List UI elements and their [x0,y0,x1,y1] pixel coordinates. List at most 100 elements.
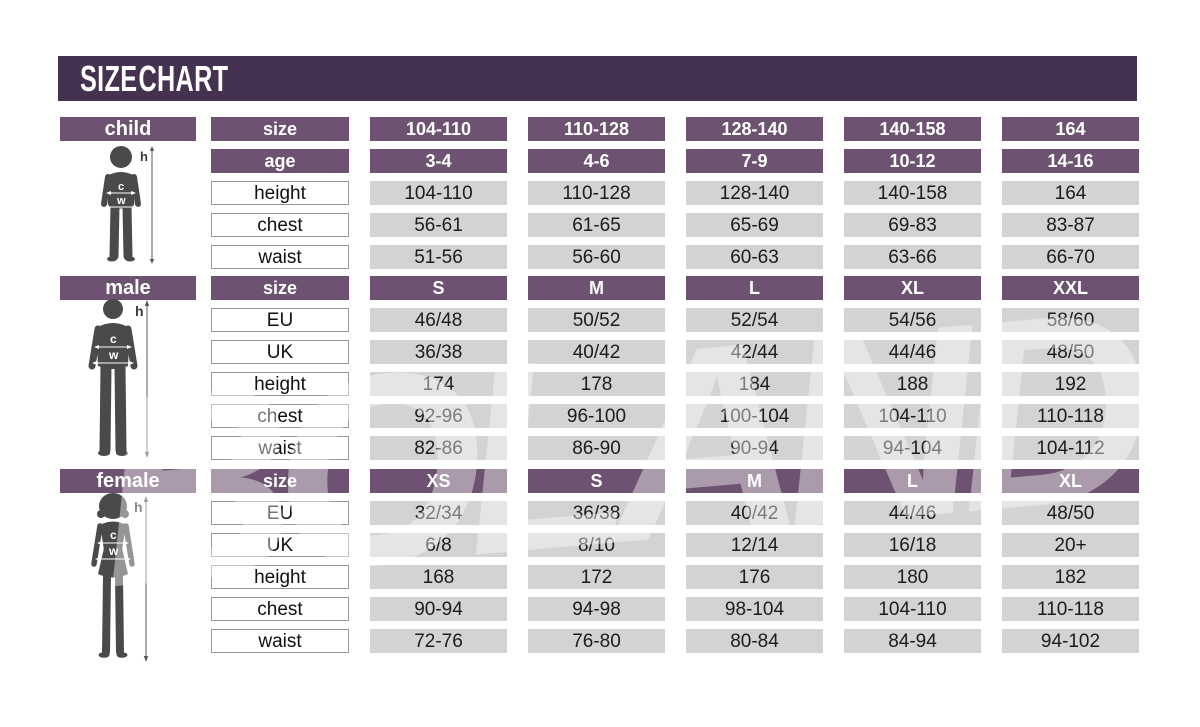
child-row-waist: waist 51-56 56-60 60-63 63-66 66-70 [211,245,1139,269]
table-cell: 50/52 [528,308,665,332]
row-label: height [211,181,349,205]
row-label: size [211,117,349,141]
table-cell: XXL [1002,276,1139,300]
table-cell: 192 [1002,372,1139,396]
table-cell: 80-84 [686,629,823,653]
table-cell: 48/50 [1002,340,1139,364]
child-row-chest: chest 56-61 61-65 65-69 69-83 83-87 [211,213,1139,237]
female-size-table: size XS S M L XL EU 32/34 36/38 40/42 44/46 48/50 UK… [211,469,1139,661]
table-cell: 44/46 [844,340,981,364]
table-cell: 104-112 [1002,436,1139,460]
table-cell: M [686,469,823,493]
table-cell: 61-65 [528,213,665,237]
row-label: EU [211,501,349,525]
child-figure-icon: h c w [101,146,155,264]
table-cell: 58/60 [1002,308,1139,332]
table-cell: 8/10 [528,533,665,557]
row-label: waist [211,436,349,460]
section-label-child: child [60,117,196,141]
section-label-female: female [60,469,196,493]
table-cell: 86-90 [528,436,665,460]
table-cell: 94-102 [1002,629,1139,653]
table-cell: 110-128 [528,117,665,141]
table-cell: 51-56 [370,245,507,269]
table-cell: 69-83 [844,213,981,237]
male-row-EU: EU 46/48 50/52 52/54 54/56 58/60 [211,308,1139,332]
table-cell: 32/34 [370,501,507,525]
female-row-waist: waist 72-76 76-80 80-84 84-94 94-102 [211,629,1139,653]
table-cell: 100-104 [686,404,823,428]
waist-label: w [108,544,119,558]
table-cell: S [370,276,507,300]
table-cell: 176 [686,565,823,589]
table-cell: 104-110 [370,117,507,141]
table-cell: 7-9 [686,149,823,173]
table-cell: 42/44 [686,340,823,364]
table-cell: 128-140 [686,181,823,205]
row-label: height [211,372,349,396]
table-cell: 96-100 [528,404,665,428]
table-cell: 104-110 [370,181,507,205]
table-cell: 40/42 [686,501,823,525]
table-cell: 104-110 [844,597,981,621]
table-cell: 76-80 [528,629,665,653]
section-label-male: male [60,276,196,300]
table-cell: 174 [370,372,507,396]
row-label: chest [211,404,349,428]
table-cell: 65-69 [686,213,823,237]
table-cell: 3-4 [370,149,507,173]
table-cell: 104-110 [844,404,981,428]
table-cell: 164 [1002,117,1139,141]
table-cell: 110-128 [528,181,665,205]
female-row-chest: chest 90-94 94-98 98-104 104-110 110-118 [211,597,1139,621]
height-label: h [140,149,148,164]
table-cell: 178 [528,372,665,396]
table-cell: 140-158 [844,181,981,205]
row-label: chest [211,213,349,237]
row-label: waist [211,245,349,269]
male-row-chest: chest 92-96 96-100 100-104 104-110 110-118 [211,404,1139,428]
row-label: UK [211,533,349,557]
table-cell: 72-76 [370,629,507,653]
female-row-UK: UK 6/8 8/10 12/14 16/18 20+ [211,533,1139,557]
table-cell: 94-98 [528,597,665,621]
table-cell: 54/56 [844,308,981,332]
chest-label: c [118,181,124,193]
male-row-waist: waist 82-86 86-90 90-94 94-104 104-112 [211,436,1139,460]
female-row-size: size XS S M L XL [211,469,1139,493]
male-figure-icon: h c w [88,299,150,458]
table-cell: 20+ [1002,533,1139,557]
table-cell: 6/8 [370,533,507,557]
row-label: UK [211,340,349,364]
table-cell: 172 [528,565,665,589]
table-cell: 48/50 [1002,501,1139,525]
table-cell: 110-118 [1002,404,1139,428]
child-row-size: size 104-110 110-128 128-140 140-158 164 [211,117,1139,141]
table-cell: L [844,469,981,493]
height-label: h [135,303,144,319]
row-label: age [211,149,349,173]
table-cell: 63-66 [844,245,981,269]
chest-label: c [110,332,117,346]
male-size-table: size S M L XL XXL EU 46/48 50/52 52/54 54/56 58/60 U… [211,276,1139,468]
child-row-height: height 104-110 110-128 128-140 140-158 164 [211,181,1139,205]
table-cell: XL [1002,469,1139,493]
table-cell: 84-94 [844,629,981,653]
female-figure-icon: h c w [91,493,149,662]
table-cell: 10-12 [844,149,981,173]
child-size-table: size 104-110 110-128 128-140 140-158 164 age 3-… [211,117,1139,277]
table-cell: 94-104 [844,436,981,460]
table-cell: 36/38 [528,501,665,525]
table-cell: 46/48 [370,308,507,332]
table-cell: 140-158 [844,117,981,141]
table-cell: 184 [686,372,823,396]
table-cell: 52/54 [686,308,823,332]
row-label: size [211,469,349,493]
male-row-UK: UK 36/38 40/42 42/44 44/46 48/50 [211,340,1139,364]
table-cell: 188 [844,372,981,396]
female-row-EU: EU 32/34 36/38 40/42 44/46 48/50 [211,501,1139,525]
table-cell: 12/14 [686,533,823,557]
table-cell: M [528,276,665,300]
table-cell: XS [370,469,507,493]
waist-label: w [108,348,119,362]
